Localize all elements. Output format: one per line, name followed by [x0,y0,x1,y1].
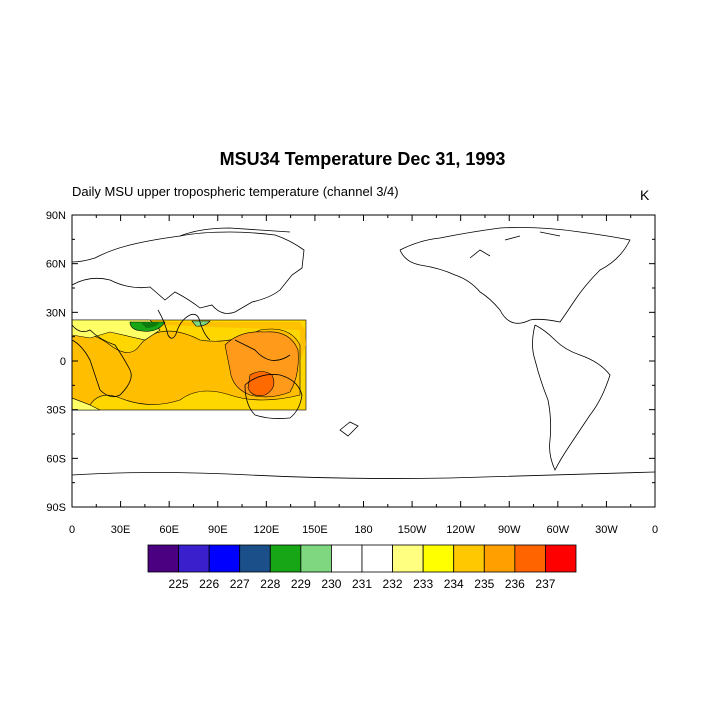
colorbar-label: 236 [505,577,525,591]
colorbar-label: 229 [291,577,311,591]
lon-tick-label: 30E [111,524,131,536]
lat-tick-label: 0 [60,356,66,368]
lat-tick-label: 30S [46,405,66,417]
colorbar-label: 227 [230,577,250,591]
field-contour-236 [224,331,299,398]
coast-arctic-islands [469,231,561,259]
coastlines [72,227,655,479]
lon-tick-label: 120W [446,524,475,536]
lat-tick-label: 30N [46,307,66,319]
lon-tick-label: 30W [595,524,618,536]
colorbar-swatch [300,544,332,573]
colorbar-label: 231 [352,577,372,591]
lat-tick-label: 90N [46,210,66,222]
colorbar-swatch [178,544,210,573]
coast-africa [72,324,132,398]
map-ticks [71,214,656,508]
coast-new-zealand [339,421,359,437]
map-title: MSU34 Temperature Dec 31, 1993 [219,149,506,169]
colorbar-swatch [239,544,271,573]
temperature-field [72,319,307,411]
colorbar-swatch [208,544,241,573]
field-patch-235a [72,322,306,360]
field-contour-228 [140,322,160,328]
lon-tick-label: 60W [547,524,570,536]
colorbar-swatch [361,544,393,573]
colorbar-swatch [422,544,455,573]
colorbar: 225 226 227 228 229 230 231 232 233 234 235 236 237 [147,544,577,591]
lon-tick-label: 60E [159,524,179,536]
colorbar-label: 235 [474,577,494,591]
lat-tick-label: 60S [46,453,66,465]
coast-south-america [532,324,611,471]
field-contour-233-sw [72,397,101,411]
colorbar-swatch [392,544,424,573]
lon-tick-label: 180 [354,524,372,536]
lon-tick-label: 90E [208,524,228,536]
colorbar-swatch [483,544,516,573]
colorbar-label: 225 [169,577,189,591]
colorbar-swatch [331,544,363,573]
lat-tick-label: 60N [46,259,66,271]
lon-tick-labels: 0 30E 60E 90E 120E 150E 180 150W 120W 90W 60W 30W 0 [69,524,658,536]
lon-tick-label: 120E [253,524,279,536]
colorbar-swatch [514,544,546,573]
field-contour-230 [191,320,211,327]
colorbar-label: 228 [260,577,280,591]
colorbar-swatch [147,544,179,573]
lon-tick-label: 150W [398,524,427,536]
units-label: K [640,187,650,203]
lon-tick-label: 0 [652,524,658,536]
coast-north-america [399,227,631,324]
lon-tick-label: 150E [302,524,328,536]
colorbar-label: 237 [535,577,555,591]
coast-antarctica [72,471,655,479]
colorbar-swatch [453,544,485,573]
colorbar-swatch [269,544,302,573]
coast-india [157,309,211,341]
lon-tick-label: 90W [498,524,521,536]
field-contour-237 [247,371,275,396]
colorbar-label: 234 [444,577,464,591]
colorbar-label: 233 [413,577,433,591]
coast-australia [244,374,303,419]
coast-siberia [179,227,291,237]
lat-tick-labels: 90N 60N 30N 0 30S 60S 90S [46,210,66,514]
lat-tick-label: 90S [46,502,66,514]
lon-tick-label: 0 [69,524,75,536]
colorbar-swatch [545,544,577,573]
colorbar-label: 226 [199,577,219,591]
coast-eurasia [72,231,305,314]
map-subtitle: Daily MSU upper tropospheric temperature… [72,184,399,199]
coast-indonesia [234,339,291,361]
colorbar-label: 232 [383,577,403,591]
colorbar-label: 230 [321,577,341,591]
